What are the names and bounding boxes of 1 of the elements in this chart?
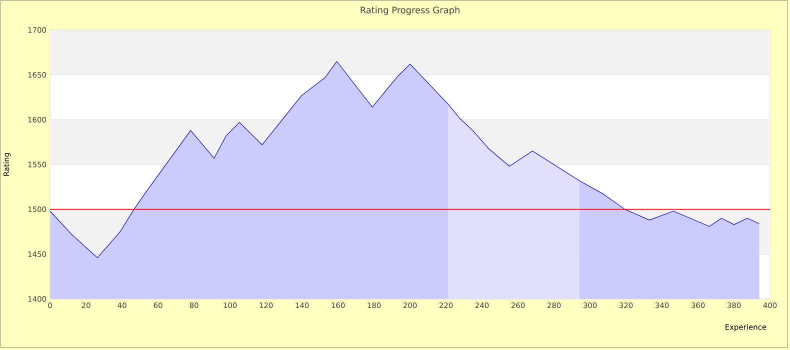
chart-title: Rating Progress Graph: [360, 6, 460, 16]
